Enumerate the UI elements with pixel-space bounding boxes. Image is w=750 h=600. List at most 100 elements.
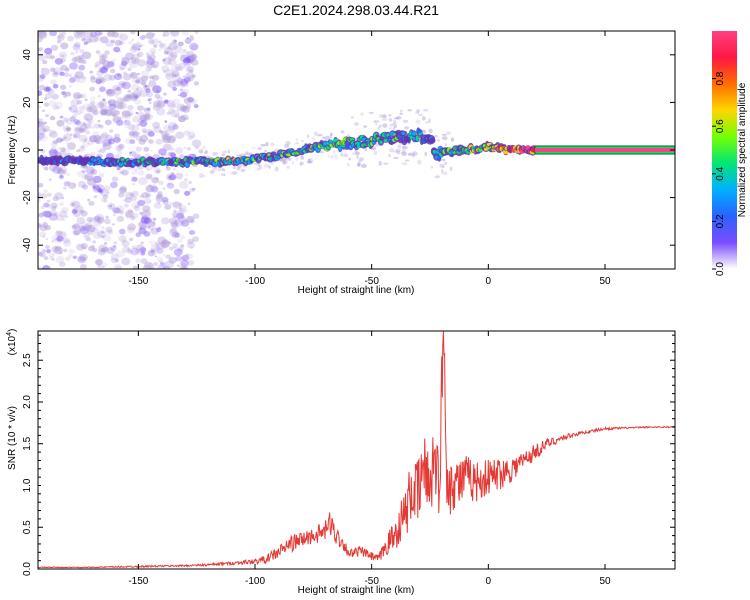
spectrogram-noise-blob bbox=[148, 39, 155, 45]
spectrogram-noise-blob bbox=[193, 104, 199, 109]
spectrogram-noise-blob bbox=[167, 182, 171, 186]
spectrogram-noise-blob bbox=[152, 105, 159, 111]
spectrogram-noise-blob bbox=[43, 86, 50, 92]
spectrogram-noise-blob bbox=[101, 54, 108, 60]
spectrogram-noise-blob bbox=[93, 215, 101, 222]
spectrogram-noise-blob bbox=[169, 201, 174, 206]
spectrogram-noise-blob bbox=[363, 125, 368, 128]
spectrogram-noise-blob bbox=[299, 162, 303, 166]
spectrogram-noise-blob bbox=[126, 226, 135, 234]
spectrogram-noise-blob bbox=[86, 216, 94, 223]
spectrogram-noise-blob bbox=[172, 124, 180, 130]
spectrogram-noise-blob bbox=[56, 137, 63, 143]
spectrogram-noise-blob bbox=[99, 32, 104, 36]
spectrogram-noise-blob bbox=[73, 132, 81, 139]
spectrogram-noise-blob bbox=[63, 240, 72, 247]
spectrogram-noise-blob bbox=[146, 55, 152, 60]
spectrogram-noise-blob bbox=[236, 154, 242, 157]
spectrogram-noise-blob bbox=[73, 134, 78, 139]
spectrogram-noise-blob bbox=[148, 248, 158, 256]
spectrogram-noise-blob bbox=[49, 115, 56, 121]
spectrogram-noise-blob bbox=[119, 228, 126, 235]
spectrogram-noise-blob bbox=[38, 35, 43, 43]
spectrogram-noise-blob bbox=[130, 31, 136, 35]
spectrogram-noise-blob bbox=[306, 134, 310, 138]
spectrogram-noise-blob bbox=[152, 85, 162, 94]
spectrogram-noise-blob bbox=[139, 247, 147, 253]
spectrogram-noise-blob bbox=[68, 253, 74, 258]
spectrogram-noise-blob bbox=[172, 86, 178, 91]
spectrogram-noise-blob bbox=[42, 109, 45, 113]
spectrogram-noise-blob bbox=[129, 72, 138, 79]
spectrogram-noise-blob bbox=[178, 208, 186, 214]
spectrogram-noise-blob bbox=[135, 244, 145, 252]
spectrogram-noise-blob bbox=[422, 116, 426, 121]
spectrogram-noise-blob bbox=[306, 160, 313, 164]
spectrogram-noise-blob bbox=[135, 232, 142, 238]
spectrogram-noise-blob bbox=[173, 168, 176, 171]
spectrogram-noise-blob bbox=[180, 218, 188, 225]
spectrogram-noise-blob bbox=[388, 113, 392, 117]
spectrogram-noise-blob bbox=[115, 145, 123, 152]
spectrogram-noise-blob bbox=[171, 70, 180, 78]
spectrogram-noise-blob bbox=[192, 74, 196, 78]
spectrogram-noise-blob bbox=[108, 141, 112, 145]
spectrogram-noise-blob bbox=[97, 33, 101, 36]
spectrogram-noise-blob bbox=[142, 208, 152, 216]
spectrogram-noise-blob bbox=[145, 173, 153, 180]
spectrogram-noise-blob bbox=[150, 227, 154, 231]
spectrogram-noise-blob bbox=[247, 153, 252, 156]
colorbar-tick-label: 0.6 bbox=[715, 119, 726, 133]
spectrogram-noise-blob bbox=[131, 124, 140, 132]
spectrogram-noise-blob bbox=[446, 131, 451, 135]
spectrogram-noise-blob bbox=[53, 212, 59, 217]
spectrogram-noise-blob bbox=[72, 255, 77, 259]
spectrogram-noise-blob bbox=[48, 163, 58, 172]
spectrogram-noise-blob bbox=[71, 209, 78, 215]
spectrogram-noise-blob bbox=[114, 39, 123, 47]
spectrogram-noise-blob bbox=[139, 227, 143, 230]
spectrogram-noise-blob bbox=[180, 244, 185, 248]
spectrogram-noise-blob bbox=[117, 49, 122, 53]
spectrogram-noise-blob bbox=[188, 180, 193, 185]
spectrogram-noise-blob bbox=[95, 258, 104, 266]
spectrogram-noise-blob bbox=[83, 113, 94, 122]
spectrogram-noise-blob bbox=[137, 59, 146, 67]
spectrogram-noise-blob bbox=[51, 258, 55, 261]
spectrogram-noise-blob bbox=[50, 55, 55, 60]
spectrogram-noise-blob bbox=[38, 31, 48, 39]
spectrogram-noise-blob bbox=[69, 76, 77, 83]
spectrogram-noise-blob bbox=[127, 95, 131, 99]
spectrogram-noise-blob bbox=[356, 162, 361, 167]
spectrogram-noise-blob bbox=[119, 40, 125, 45]
spectrogram-noise-blob bbox=[181, 114, 189, 121]
spectrogram-noise-blob bbox=[181, 215, 185, 219]
spectrogram-noise-blob bbox=[183, 76, 191, 83]
spectrogram-noise-blob bbox=[198, 149, 204, 154]
spectrogram-noise-blob bbox=[58, 31, 66, 36]
spectrogram-noise-blob bbox=[87, 198, 91, 201]
spectrogram-noise-blob bbox=[61, 54, 65, 58]
spectrogram-noise-blob bbox=[40, 211, 47, 217]
spectrogram-noise-blob bbox=[374, 120, 380, 123]
spectrogram-noise-blob bbox=[106, 108, 115, 116]
snr-xlabel: Height of straight line (km) bbox=[298, 585, 415, 596]
spectrogram-noise-blob bbox=[175, 172, 184, 180]
spectrogram-noise-blob bbox=[87, 139, 95, 146]
spectrogram-noise-blob bbox=[73, 55, 83, 63]
spectrogram-noise-blob bbox=[52, 104, 59, 110]
spectrogram-noise-blob bbox=[162, 57, 172, 65]
spectrogram-noise-blob bbox=[50, 67, 56, 72]
spectrogram-noise-blob bbox=[117, 138, 121, 142]
spectrogram-noise-blob bbox=[42, 127, 47, 132]
spectrogram-noise-blob bbox=[98, 136, 102, 139]
spectrogram-noise-blob bbox=[164, 69, 175, 77]
spectrogram-noise-blob bbox=[183, 97, 192, 104]
spectrogram-noise-blob bbox=[128, 40, 133, 45]
spectrogram-noise-blob bbox=[180, 219, 190, 227]
spectrogram-noise-blob bbox=[113, 101, 123, 109]
spectrogram-noise-blob bbox=[115, 86, 121, 91]
spectrogram-noise-blob bbox=[57, 146, 62, 151]
spectrogram-noise-blob bbox=[98, 69, 103, 73]
spectrogram-noise-blob bbox=[173, 39, 177, 43]
